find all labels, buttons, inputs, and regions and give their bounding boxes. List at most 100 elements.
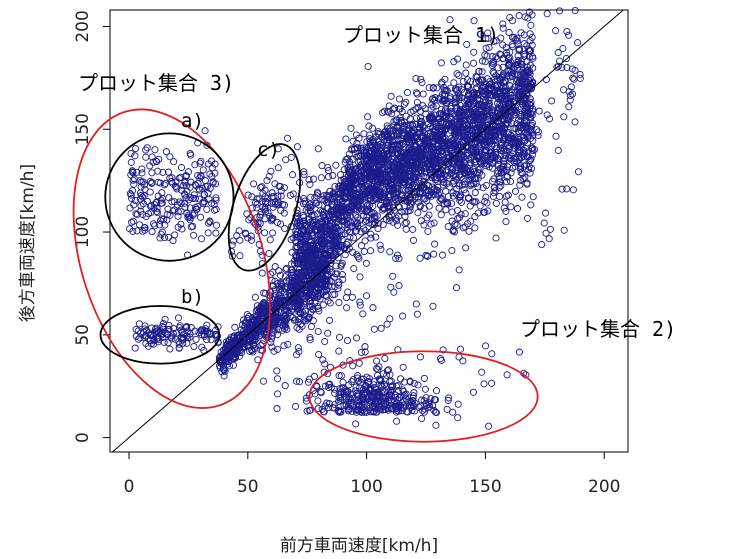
data-point — [442, 168, 450, 176]
data-point — [314, 145, 322, 153]
data-point — [456, 345, 465, 353]
data-point — [503, 371, 511, 379]
data-point — [396, 114, 404, 122]
data-point — [252, 329, 260, 337]
data-point — [554, 62, 562, 70]
data-point — [197, 327, 205, 335]
x-tick-label: 0 — [124, 477, 135, 497]
data-point — [270, 347, 278, 355]
data-point — [566, 96, 574, 104]
data-point — [343, 224, 351, 232]
data-point — [297, 237, 305, 245]
data-point — [506, 154, 514, 163]
data-point — [490, 75, 499, 83]
data-point — [424, 139, 432, 147]
data-point — [370, 189, 378, 197]
data-point — [137, 329, 145, 337]
data-point — [349, 155, 357, 163]
annotation-set1: プロット集合 1) — [343, 23, 499, 47]
data-point — [340, 166, 348, 174]
data-point — [359, 191, 368, 199]
data-point — [499, 147, 508, 155]
data-point — [569, 186, 577, 194]
data-point — [411, 188, 419, 196]
data-point — [455, 153, 463, 161]
data-point — [498, 94, 506, 102]
data-point — [558, 63, 566, 72]
data-point — [484, 34, 492, 42]
data-point — [512, 109, 521, 117]
data-point — [449, 180, 457, 188]
data-point — [430, 219, 438, 227]
data-point — [417, 118, 425, 126]
data-point — [388, 110, 396, 118]
data-point — [364, 180, 372, 188]
data-point — [460, 158, 468, 166]
data-point — [196, 186, 204, 194]
data-point — [170, 198, 179, 206]
data-point — [436, 355, 445, 363]
data-point — [475, 152, 483, 160]
annotation-a: a) — [181, 110, 204, 132]
data-point — [495, 183, 503, 191]
data-point — [406, 203, 414, 211]
data-point — [372, 149, 380, 157]
data-point — [154, 336, 163, 344]
data-point — [482, 146, 490, 154]
data-point — [314, 397, 322, 405]
data-point — [494, 64, 502, 72]
data-point — [423, 136, 431, 144]
data-point — [490, 189, 498, 197]
data-point — [453, 85, 461, 93]
data-point — [307, 323, 315, 331]
data-point — [318, 228, 326, 236]
data-point — [313, 290, 322, 298]
data-point — [259, 377, 268, 385]
data-point — [456, 196, 464, 204]
data-point — [379, 109, 387, 117]
data-point — [471, 189, 479, 197]
data-point — [269, 282, 277, 290]
data-point — [354, 167, 362, 175]
data-point — [520, 52, 529, 60]
data-point — [317, 223, 325, 231]
data-point — [397, 375, 405, 383]
data-point — [258, 251, 266, 259]
data-point — [470, 174, 479, 183]
data-point — [168, 177, 176, 186]
data-point — [287, 293, 295, 301]
data-point — [485, 84, 493, 92]
data-point — [459, 224, 467, 232]
data-point — [334, 284, 342, 293]
data-point — [159, 194, 167, 203]
data-point — [420, 151, 428, 159]
data-point — [554, 146, 562, 154]
data-point — [413, 90, 421, 98]
data-point — [508, 156, 516, 164]
data-point — [197, 235, 206, 243]
data-point — [251, 293, 259, 301]
x-tick-label: 200 — [588, 477, 620, 497]
data-point — [502, 114, 511, 122]
data-point — [500, 165, 508, 174]
data-point — [576, 70, 584, 79]
data-point — [277, 288, 285, 296]
data-point — [455, 353, 463, 361]
data-point — [172, 183, 180, 191]
data-point — [346, 233, 354, 241]
data-point — [450, 228, 459, 236]
data-point — [177, 207, 185, 215]
data-point — [488, 164, 497, 172]
data-point — [229, 361, 238, 369]
data-point — [200, 198, 208, 206]
data-point — [421, 385, 429, 393]
data-point — [341, 251, 349, 259]
data-point — [144, 329, 152, 337]
data-point — [478, 171, 486, 179]
data-point — [277, 220, 285, 228]
data-point — [201, 127, 209, 135]
data-point — [391, 104, 399, 112]
data-point — [245, 312, 253, 321]
data-point — [128, 187, 137, 195]
data-point — [449, 122, 457, 130]
